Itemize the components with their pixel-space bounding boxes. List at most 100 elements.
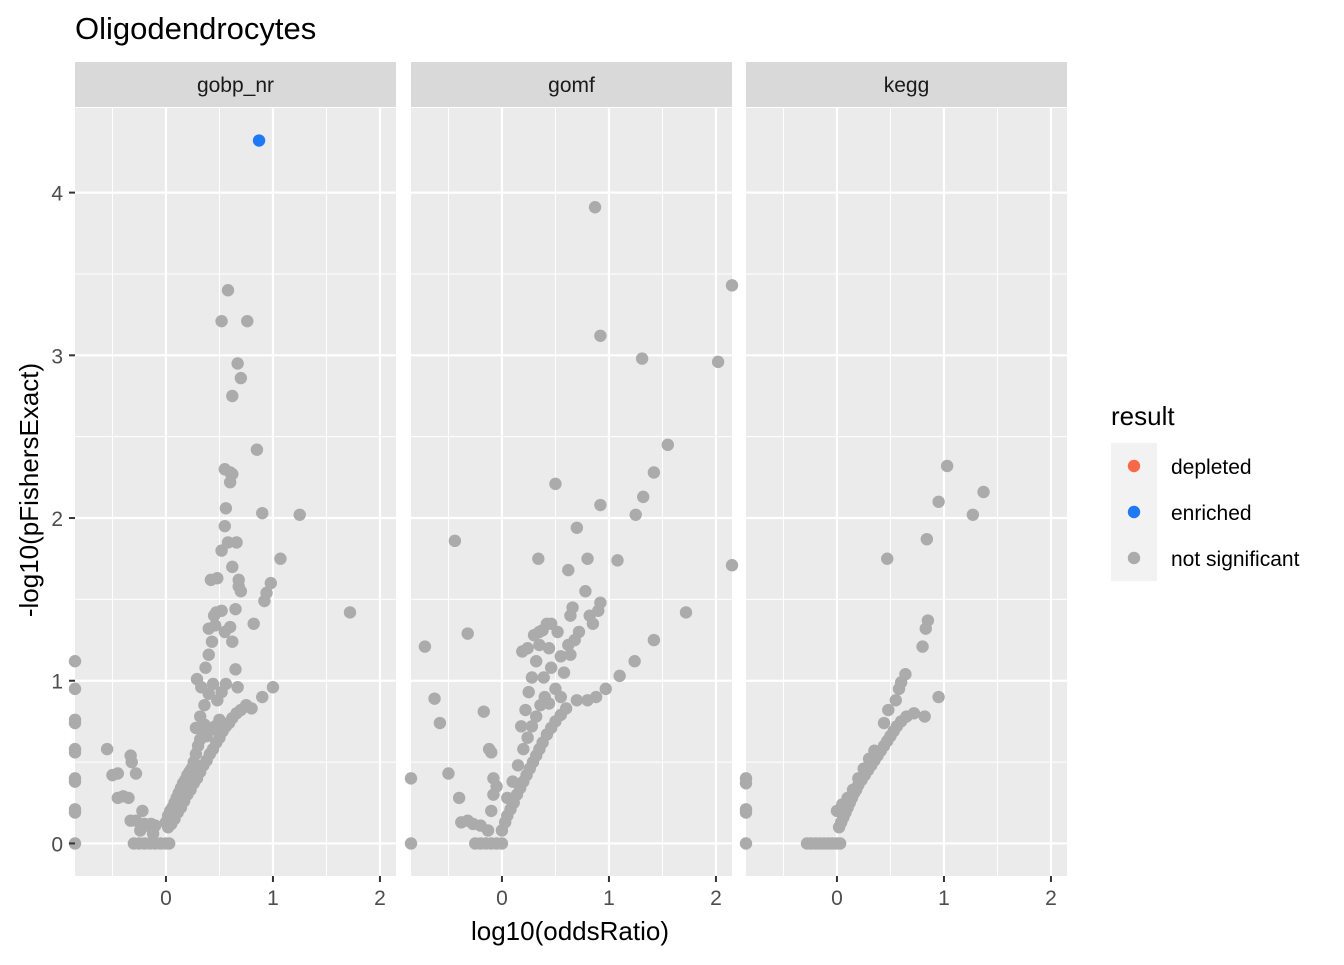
data-point xyxy=(594,329,607,342)
legend-label: depleted xyxy=(1171,456,1252,479)
y-tick-label: 1 xyxy=(51,671,63,694)
x-tick-label: 0 xyxy=(160,887,172,910)
data-point xyxy=(461,627,474,640)
data-point xyxy=(833,837,847,850)
data-point xyxy=(211,572,224,585)
data-point xyxy=(256,506,269,520)
data-point xyxy=(857,762,870,775)
data-point xyxy=(205,635,219,648)
facet-strip-label: kegg xyxy=(884,74,930,97)
facet-strip xyxy=(746,62,1067,107)
panel-background xyxy=(75,108,396,876)
data-point xyxy=(581,552,594,565)
data-point xyxy=(725,559,739,572)
data-point xyxy=(247,617,260,630)
legend-label: not significant xyxy=(1171,548,1300,571)
data-point xyxy=(149,819,162,832)
data-point xyxy=(100,742,114,756)
y-axis-label: -log10(pFishersExact) xyxy=(14,363,44,617)
legend-key-not-significant xyxy=(1127,551,1141,565)
data-point xyxy=(586,617,600,630)
data-point xyxy=(907,707,921,720)
data-point xyxy=(404,772,418,785)
data-point xyxy=(198,698,211,712)
facet-strip xyxy=(75,62,396,107)
data-point xyxy=(433,716,447,730)
data-point xyxy=(594,596,607,609)
data-point xyxy=(529,655,543,668)
data-point xyxy=(206,677,220,691)
x-tick-label: 2 xyxy=(710,887,722,910)
data-point xyxy=(501,791,514,805)
data-point xyxy=(125,755,138,769)
data-point xyxy=(562,563,575,577)
data-point xyxy=(208,619,222,632)
data-point xyxy=(245,702,258,715)
y-tick-label: 3 xyxy=(51,345,63,368)
legend-key-depleted xyxy=(1127,459,1141,473)
data-point xyxy=(442,767,455,780)
data-point xyxy=(554,690,567,704)
legend-key-enriched xyxy=(1127,505,1141,519)
data-point xyxy=(711,355,725,369)
data-point xyxy=(570,521,584,534)
data-point xyxy=(221,536,235,549)
data-point xyxy=(852,772,865,785)
panel-background xyxy=(746,108,1067,876)
data-point xyxy=(549,477,562,491)
data-point xyxy=(739,777,753,790)
data-point xyxy=(428,692,441,705)
data-point xyxy=(532,552,545,565)
data-point xyxy=(570,694,584,707)
data-point xyxy=(522,685,535,699)
facet-panel-kegg: kegg 0 1 2 xyxy=(739,62,1067,910)
data-point xyxy=(495,837,509,850)
data-point xyxy=(899,668,912,681)
data-point xyxy=(594,498,607,512)
data-point xyxy=(647,633,661,647)
data-point xyxy=(68,655,82,668)
x-tick-label: 2 xyxy=(1045,887,1057,910)
data-point xyxy=(234,371,248,385)
data-point xyxy=(564,648,577,661)
data-point xyxy=(551,625,564,639)
data-point xyxy=(647,466,661,479)
data-point xyxy=(932,495,945,508)
data-point xyxy=(195,681,208,694)
data-point xyxy=(122,791,135,805)
data-point xyxy=(219,502,233,515)
data-point xyxy=(506,775,519,788)
data-point xyxy=(232,580,245,593)
data-point xyxy=(877,716,891,730)
legend-title: result xyxy=(1111,401,1175,431)
data-point xyxy=(559,702,573,715)
data-point xyxy=(490,780,503,793)
x-tick-label: 2 xyxy=(374,887,386,910)
data-point xyxy=(229,663,242,676)
data-point xyxy=(129,767,143,780)
data-point xyxy=(544,661,558,674)
data-point xyxy=(482,742,496,756)
data-point xyxy=(533,625,546,639)
data-point xyxy=(521,731,534,744)
legend-label: enriched xyxy=(1171,502,1252,525)
data-point xyxy=(68,682,82,696)
facet-strip xyxy=(411,62,732,107)
data-point xyxy=(452,791,466,805)
data-point xyxy=(537,671,550,684)
data-point xyxy=(572,625,586,639)
facet-strip-label: gobp_nr xyxy=(197,74,274,97)
data-point xyxy=(343,606,357,619)
data-point xyxy=(199,661,212,674)
data-point xyxy=(68,716,82,730)
data-point xyxy=(628,655,641,668)
data-point xyxy=(515,720,528,733)
data-point xyxy=(477,705,490,718)
data-point xyxy=(579,585,592,598)
data-point xyxy=(517,742,530,756)
panel-background xyxy=(411,108,732,876)
data-point xyxy=(226,560,239,574)
data-point xyxy=(588,201,602,214)
data-point xyxy=(226,389,239,403)
